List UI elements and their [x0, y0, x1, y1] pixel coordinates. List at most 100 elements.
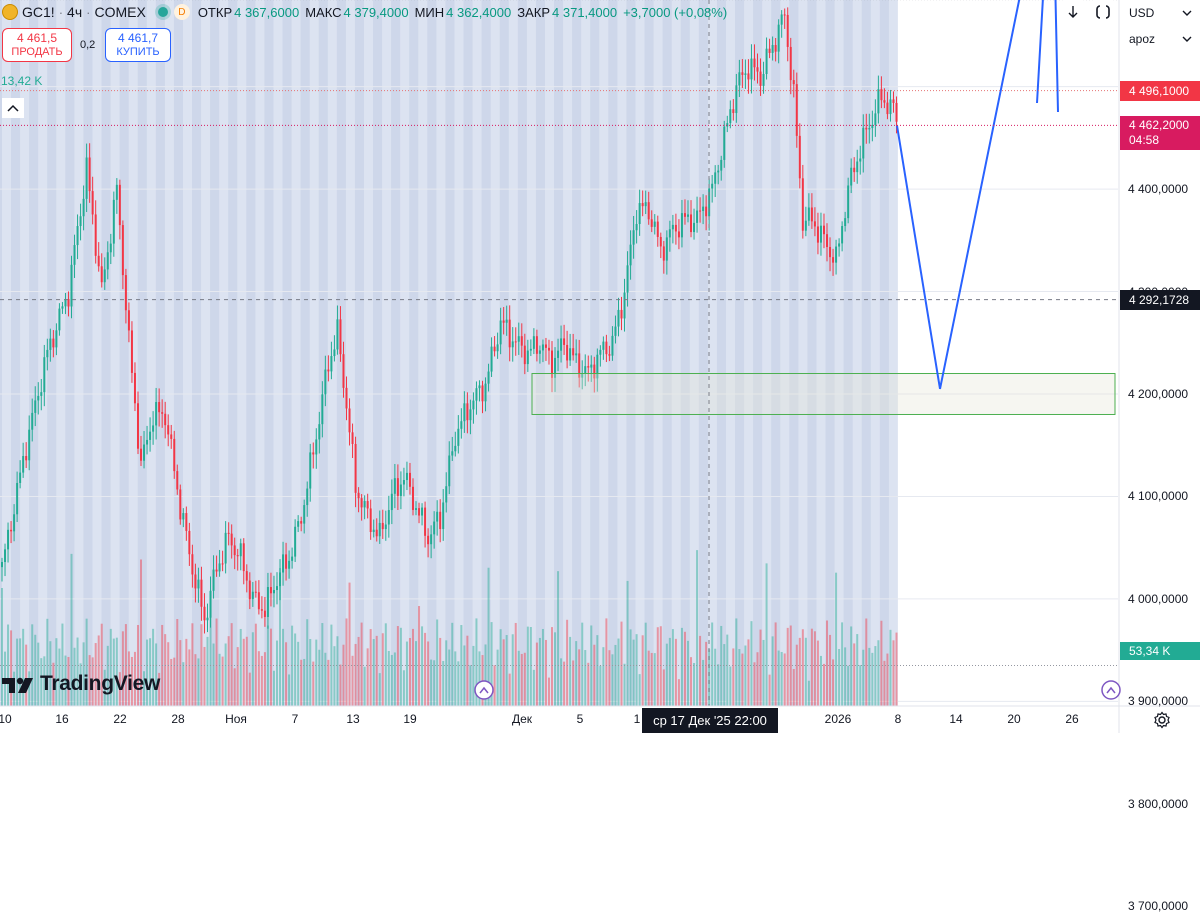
- session-band: [635, 0, 645, 706]
- fullscreen-button[interactable]: [1090, 0, 1116, 24]
- volume-bar: [771, 636, 774, 706]
- candle-body: [584, 366, 587, 374]
- user-drawings[interactable]: [0, 0, 1118, 666]
- volume-bar: [472, 645, 475, 706]
- volume-bar: [372, 639, 375, 706]
- unit-select[interactable]: apoz: [1120, 27, 1200, 51]
- collapse-legend-button[interactable]: [2, 98, 24, 118]
- candle-body: [254, 591, 257, 593]
- candle-body: [575, 353, 578, 356]
- candle-body: [263, 610, 266, 617]
- volume-bar: [112, 638, 115, 706]
- volume-bar: [55, 638, 58, 706]
- volume-bar: [789, 625, 792, 706]
- sell-button[interactable]: 4 461,5 ПРОДАТЬ: [2, 28, 72, 62]
- symbol-name[interactable]: GC1!: [22, 4, 55, 20]
- candle-body: [233, 545, 236, 556]
- buy-button[interactable]: 4 461,7 КУПИТЬ: [105, 28, 171, 62]
- volume-price-tag: 53,34 K: [1120, 642, 1200, 660]
- candle-body: [626, 265, 629, 293]
- candle-body: [590, 364, 593, 368]
- volume-bar: [70, 553, 73, 706]
- session-band: [38, 0, 48, 706]
- tradingview-logo[interactable]: TradingView: [2, 672, 160, 696]
- volume-bar: [197, 658, 200, 706]
- session-band: [617, 0, 627, 706]
- candle-body: [547, 347, 550, 351]
- candle-body: [269, 587, 272, 594]
- candle-body: [816, 226, 819, 243]
- candle-body: [862, 127, 865, 159]
- time-tick-label: Дек: [511, 712, 533, 726]
- volume-bar: [496, 649, 499, 706]
- volume-bar: [844, 647, 847, 706]
- candle-body: [578, 353, 581, 378]
- sell-price: 4 461,5: [16, 31, 58, 45]
- volume-bar: [816, 640, 819, 706]
- candle-body: [454, 445, 457, 452]
- candle-body: [844, 218, 847, 227]
- currency-select[interactable]: USD: [1120, 1, 1200, 25]
- delayed-data-badge[interactable]: D: [173, 4, 190, 20]
- interval-label[interactable]: 4ч: [67, 4, 83, 20]
- event-marker-icon: [1101, 680, 1121, 700]
- chart-settings-button[interactable]: [1150, 709, 1174, 731]
- candle-body: [34, 400, 37, 413]
- volume-bar: [538, 637, 541, 706]
- candle-body: [541, 344, 544, 351]
- candle-body: [680, 213, 683, 238]
- candle-body: [723, 126, 726, 160]
- candle-body: [360, 498, 363, 508]
- volume-bar: [523, 652, 526, 706]
- high-value: 4 379,4000: [343, 4, 409, 20]
- volume-bar: [387, 650, 390, 706]
- candle-body: [399, 484, 402, 496]
- candle-body: [206, 617, 209, 621]
- download-button[interactable]: [1060, 0, 1086, 24]
- session-band: [309, 0, 319, 706]
- volume-bar: [88, 655, 91, 706]
- session-band: [201, 0, 211, 706]
- chart-canvas[interactable]: [0, 0, 1200, 733]
- candle-body: [711, 183, 714, 189]
- candle-body: [173, 438, 176, 472]
- volume-bar: [798, 637, 801, 706]
- volume-bar: [10, 630, 13, 706]
- volume-bar: [384, 623, 387, 706]
- volume-bar: [221, 656, 224, 706]
- volume-bar: [393, 652, 396, 706]
- volume-bar: [841, 622, 844, 706]
- volume-bar: [499, 629, 502, 706]
- volume-bar: [765, 563, 768, 706]
- candle-body: [285, 554, 288, 569]
- candle-body: [76, 226, 79, 246]
- volume-bar: [638, 674, 641, 706]
- volume-bar: [357, 636, 360, 706]
- volume-bar: [532, 669, 535, 706]
- volume-bar: [608, 650, 611, 706]
- gold-symbol-logo: [2, 4, 18, 20]
- volume-bar: [206, 636, 209, 706]
- high-label: МАКС: [305, 4, 342, 20]
- volume-bar: [711, 622, 714, 706]
- candle-body: [10, 529, 13, 532]
- volume-bar: [587, 662, 590, 706]
- volume-bar: [109, 628, 112, 706]
- volume-bar: [1, 588, 3, 706]
- price-tick-label: 3 900,0000: [1128, 694, 1189, 709]
- candle-body: [133, 372, 136, 404]
- currency-value: USD: [1129, 6, 1155, 20]
- tradingview-logo-text: TradingView: [40, 672, 161, 695]
- volume-bar: [79, 663, 82, 706]
- volume-bar: [121, 631, 124, 706]
- volume-bar: [478, 651, 481, 706]
- volume-bar: [668, 637, 671, 706]
- volume-bar: [596, 635, 599, 706]
- candle-body: [593, 364, 596, 379]
- candle-body: [493, 346, 496, 352]
- candle-body: [841, 226, 844, 244]
- candle-body: [587, 366, 590, 368]
- candle-body: [236, 555, 239, 557]
- candle-body: [82, 198, 85, 217]
- candle-body: [717, 170, 720, 173]
